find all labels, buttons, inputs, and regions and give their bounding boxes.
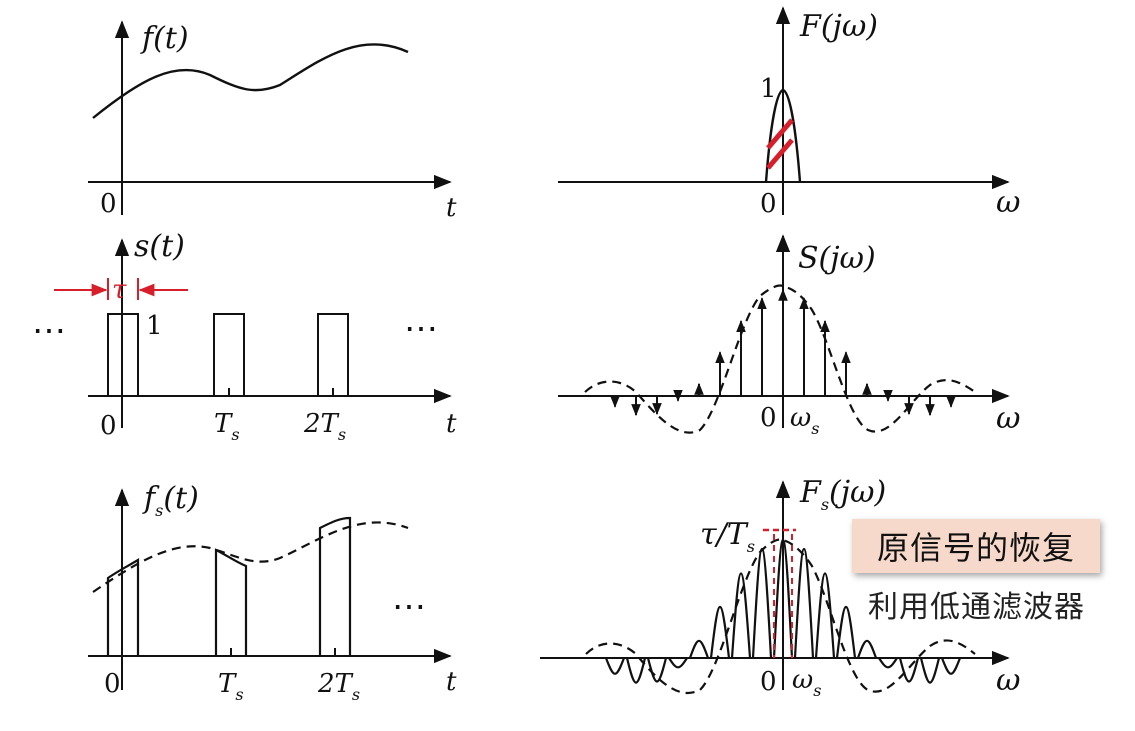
tick-label-Ts: Ts (218, 669, 244, 704)
origin-label: 0 (100, 411, 117, 441)
replica-lobe (835, 605, 857, 659)
y-axis-label: fs(t) (142, 481, 199, 520)
omega-s-main: ω (790, 403, 811, 433)
replica-lobe (940, 657, 962, 675)
red-hatch (766, 138, 794, 170)
fs-tick-2Ts-sub: s (352, 685, 360, 704)
Fs-ylabel-main: F (799, 475, 822, 510)
replica-lobe (751, 547, 773, 659)
x-axis-label: t (446, 667, 457, 697)
origin-label: 0 (100, 189, 117, 219)
fs-tick-Ts-main: T (218, 669, 237, 699)
panel-Fs-spectrum: Fs(jω) τ/Ts 0 ωs ω (540, 475, 1020, 700)
sampled-pulse (106, 558, 140, 656)
replica-lobe (898, 657, 920, 683)
origin-label: 0 (104, 669, 121, 699)
spectrum-curve (764, 88, 802, 183)
height-label: 1 (146, 311, 163, 341)
tick-label-2Ts: 2Ts (303, 409, 346, 444)
x-axis-label: t (446, 409, 457, 439)
replica-lobe (793, 547, 815, 659)
sampled-pulse (318, 516, 352, 656)
peak-label: 1 (760, 74, 777, 104)
omega-s-label: ωs (792, 665, 821, 700)
replica-lobe (646, 657, 668, 683)
tau-label: τ (112, 275, 127, 305)
replica-lobe (814, 572, 836, 659)
replica-lobe (772, 538, 794, 659)
replica-lobe (919, 657, 941, 684)
tick-label-2Ts-sub: s (338, 425, 346, 444)
x-axis-label: ω (996, 663, 1020, 698)
replica-lobe (730, 572, 752, 659)
tick-label-Ts-sub: s (231, 425, 239, 444)
y-axis-label: F(jω) (799, 9, 878, 44)
x-axis-label: ω (996, 401, 1020, 436)
replica-lobe (604, 657, 626, 675)
replica-lobe (625, 657, 647, 684)
x-axis-label: ω (996, 185, 1020, 220)
y-axis-label: f(t) (140, 21, 189, 56)
tick-label-2Ts-main: 2T (303, 409, 340, 439)
peak-label: τ/Ts (700, 517, 755, 556)
sinc-envelope (584, 284, 976, 434)
note-title: 原信号的恢复 (876, 529, 1075, 567)
ellipsis-right: ⋯ (404, 309, 440, 349)
omega-s-label: ωs (790, 403, 819, 438)
sampled-pulse (214, 548, 248, 656)
y-axis-label: Fs(jω) (799, 475, 886, 514)
pulse (213, 313, 245, 397)
signal-curve (92, 43, 409, 119)
panel-s-time: τ s(t) 1 ⋯ ⋯ 0 Ts 2Ts t (32, 229, 457, 444)
y-axis-label: S(jω) (798, 241, 876, 276)
dashed-envelope (92, 521, 409, 593)
tick-label-2Ts: 2Ts (317, 669, 360, 704)
peak-label-sub: s (747, 537, 755, 556)
replica-lobe (856, 639, 878, 659)
impulse-train (610, 288, 956, 417)
tick-label-Ts: Ts (214, 409, 240, 444)
panel-fs-time: fs(t) ⋯ 0 Ts 2Ts t (88, 481, 457, 704)
panel-f-time: f(t) t 0 (88, 20, 457, 223)
origin-label: 0 (760, 667, 777, 697)
replica-lobe (709, 605, 731, 659)
red-hatch (766, 118, 794, 150)
fs-ylabel-sub: s (155, 501, 163, 520)
panel-S-spectrum: S(jω) 0 ωs ω (558, 234, 1020, 438)
ellipsis-right: ⋯ (392, 587, 428, 627)
panel-F-spectrum: F(jω) 1 0 ω (558, 6, 1020, 220)
origin-label: 0 (760, 189, 777, 219)
fs-tick-Ts-sub: s (235, 685, 243, 704)
ellipsis-left: ⋯ (32, 311, 68, 351)
peak-label-main: τ/T (700, 517, 749, 552)
origin-label: 0 (760, 403, 777, 433)
note-subtitle: 利用低通滤波器 (868, 590, 1085, 625)
tick-label-Ts-main: T (214, 409, 233, 439)
pulse (317, 313, 349, 397)
replica-lobe (668, 657, 688, 669)
replica-lobe (688, 639, 710, 659)
fs-tick-2Ts-main: 2T (317, 669, 354, 699)
Fs-ylabel-arg: (jω) (829, 475, 886, 510)
y-axis-label: s(t) (134, 229, 185, 264)
pulse (107, 313, 139, 397)
Fs-ylabel-sub: s (821, 495, 829, 514)
x-axis-label: t (446, 193, 457, 223)
omega-s-sub: s (811, 419, 819, 438)
replica-lobe (878, 657, 898, 669)
note-title-box: 原信号的恢复 (852, 519, 1100, 573)
Fs-omega-s-sub: s (813, 681, 821, 700)
Fs-omega-s-main: ω (792, 665, 813, 695)
fs-ylabel-arg: (t) (163, 481, 198, 516)
sinc-envelope (585, 538, 976, 695)
spectrum-replicas (604, 538, 962, 684)
